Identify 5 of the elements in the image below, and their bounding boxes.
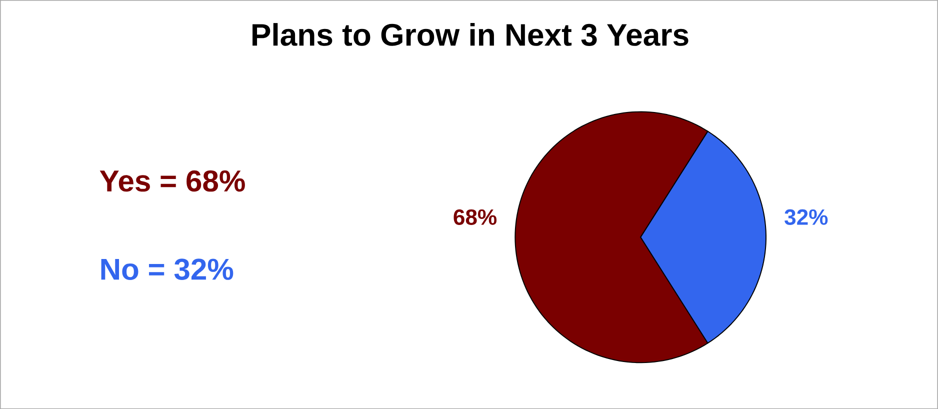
data-label: 68% [454,209,497,225]
text: No = 32% [101,258,234,280]
text: Yes = 68% [100,170,245,192]
data-label: 32% [784,209,828,225]
chart-title: Plans to Grow in Next 3 Years [252,22,688,46]
